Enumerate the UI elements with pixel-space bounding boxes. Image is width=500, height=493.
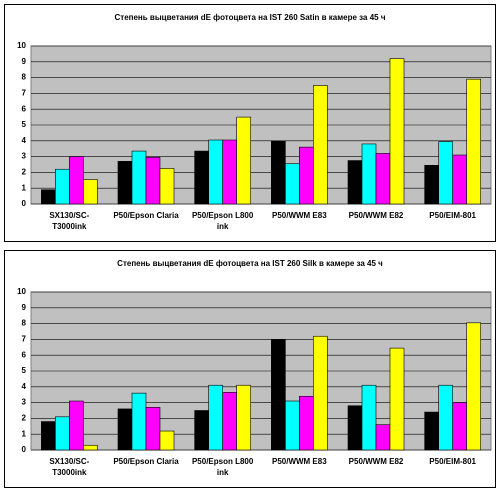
bar xyxy=(236,116,251,205)
bar xyxy=(222,139,237,205)
y-tick-label: 10 xyxy=(17,287,26,296)
y-tick-label: 4 xyxy=(22,136,27,145)
bar xyxy=(375,153,391,205)
x-tick-label: P50/EIM-801 xyxy=(429,211,476,220)
bar xyxy=(271,140,286,205)
bar xyxy=(347,160,363,205)
x-tick-label: SX130/SC-T3000ink xyxy=(49,457,90,477)
x-tick-label: P50/Epson Claria xyxy=(113,211,179,220)
bar xyxy=(69,400,84,451)
bar xyxy=(55,416,70,451)
bar xyxy=(236,384,251,451)
bar xyxy=(375,424,391,451)
y-tick-label: 6 xyxy=(22,350,27,359)
x-tick-label: SX130/SC-T3000ink xyxy=(49,211,90,231)
bar xyxy=(117,161,133,205)
bar xyxy=(347,405,363,451)
chart-title: Степень выцветания dE фотоцвета на IST 2… xyxy=(117,259,383,268)
bar xyxy=(83,444,98,451)
chart: Степень выцветания dE фотоцвета на IST 2… xyxy=(4,4,496,242)
chart-title: Степень выцветания dE фотоцвета на IST 2… xyxy=(114,13,386,22)
y-tick-label: 3 xyxy=(22,398,27,407)
bar xyxy=(145,157,161,205)
x-tick-label: P50/EIM-801 xyxy=(429,457,476,466)
bar xyxy=(159,430,175,451)
bar xyxy=(361,143,377,205)
y-tick-label: 9 xyxy=(22,303,27,312)
bar xyxy=(438,141,453,205)
bar xyxy=(424,411,439,451)
bar xyxy=(438,384,453,451)
bar xyxy=(299,395,314,451)
y-tick-label: 7 xyxy=(22,89,27,98)
bar xyxy=(389,347,405,451)
chart: Степень выцветания dE фотоцвета на IST 2… xyxy=(4,250,496,488)
y-tick-label: 1 xyxy=(22,429,27,438)
y-tick-label: 9 xyxy=(22,57,27,66)
bar xyxy=(466,322,481,451)
y-tick-label: 0 xyxy=(22,445,27,454)
bar xyxy=(424,164,439,205)
bar xyxy=(452,154,467,205)
bar xyxy=(389,58,405,205)
y-tick-label: 8 xyxy=(22,73,27,82)
x-tick-label: P50/WWM E82 xyxy=(348,211,404,220)
bar xyxy=(194,410,209,451)
y-tick-label: 5 xyxy=(22,120,27,129)
bar xyxy=(69,156,84,205)
bar xyxy=(313,85,328,205)
x-tick-label: P50/WWM E82 xyxy=(348,457,404,466)
y-tick-label: 4 xyxy=(22,382,27,391)
bar xyxy=(117,408,133,451)
y-tick-label: 6 xyxy=(22,104,27,113)
bar xyxy=(271,339,286,451)
x-tick-label: P50/WWM E83 xyxy=(271,457,327,466)
y-tick-label: 2 xyxy=(22,414,27,423)
y-tick-label: 10 xyxy=(17,41,26,50)
bar xyxy=(145,407,161,451)
bar xyxy=(41,189,56,205)
bar xyxy=(208,139,223,205)
bar xyxy=(361,384,377,451)
x-tick-label: P50/WWM E83 xyxy=(271,211,327,220)
x-tick-label: P50/Epson L800 ink xyxy=(191,211,254,231)
bar xyxy=(285,400,300,451)
bar xyxy=(299,146,314,205)
y-tick-label: 3 xyxy=(22,152,27,161)
bar xyxy=(313,335,328,451)
bar xyxy=(208,384,223,451)
x-tick-label: P50/Epson L800 ink xyxy=(191,457,254,477)
bar xyxy=(131,150,147,205)
bar xyxy=(159,168,175,205)
bar xyxy=(466,78,481,205)
plot: 0 1 2 3 4 5 6 7 8 9 10 xyxy=(17,287,492,454)
bar xyxy=(285,163,300,205)
y-tick-label: 8 xyxy=(22,319,27,328)
y-tick-label: 5 xyxy=(22,366,27,375)
y-tick-label: 7 xyxy=(22,335,27,344)
bar xyxy=(452,402,467,451)
bar xyxy=(194,150,209,205)
y-tick-label: 0 xyxy=(22,199,27,208)
y-tick-label: 2 xyxy=(22,168,27,177)
bar xyxy=(83,179,98,205)
bar xyxy=(222,392,237,451)
bar xyxy=(55,168,70,205)
bar xyxy=(41,421,56,451)
y-tick-label: 1 xyxy=(22,183,27,192)
x-tick-label: P50/Epson Claria xyxy=(113,457,179,466)
bar xyxy=(131,392,147,451)
plot: 0 1 2 3 4 5 6 7 8 9 10 xyxy=(17,41,492,208)
